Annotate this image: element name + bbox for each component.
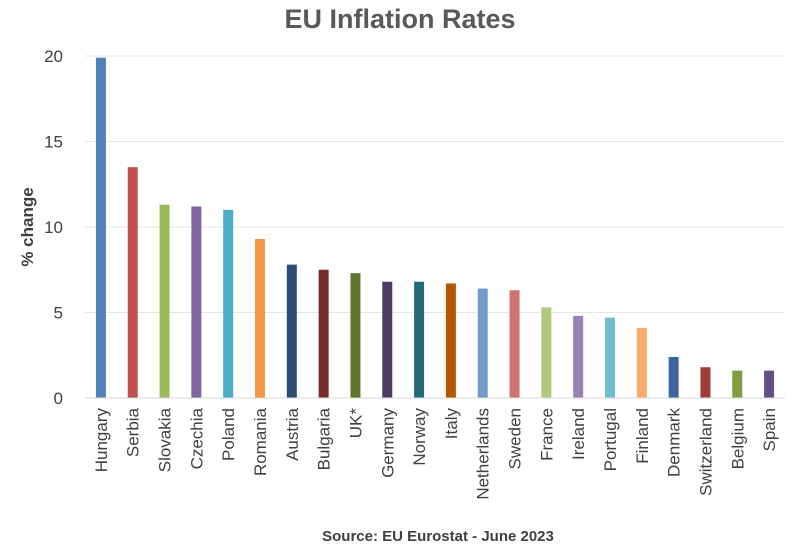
bar-slovakia bbox=[159, 204, 170, 398]
x-tick-label: Norway bbox=[410, 408, 429, 466]
bar-spain bbox=[764, 370, 775, 398]
bar-belgium bbox=[732, 370, 743, 398]
y-tick-label: 5 bbox=[54, 304, 63, 323]
bar-norway bbox=[414, 281, 425, 398]
x-tick-label: Czechia bbox=[187, 407, 206, 469]
bar-germany bbox=[382, 281, 393, 398]
bar-finland bbox=[636, 327, 647, 398]
gridlines bbox=[85, 55, 785, 313]
y-tick-label: 10 bbox=[44, 218, 63, 237]
bar-switzerland bbox=[700, 367, 711, 398]
x-tick-label: Switzerland bbox=[696, 408, 715, 496]
x-tick-label: Belgium bbox=[728, 408, 747, 469]
bar-ireland bbox=[573, 315, 584, 398]
y-tick-label: 0 bbox=[54, 389, 63, 408]
y-tick-label: 15 bbox=[44, 133, 63, 152]
x-tick-label: Romania bbox=[251, 407, 270, 476]
x-tick-label: Spain bbox=[760, 408, 779, 451]
bar-hungary bbox=[95, 57, 106, 399]
bar-austria bbox=[286, 264, 297, 398]
x-tick-label: Serbia bbox=[124, 407, 143, 457]
y-tick-label: 20 bbox=[44, 47, 63, 66]
x-tick-label: Ireland bbox=[569, 408, 588, 460]
x-tick-label: Italy bbox=[442, 408, 461, 440]
chart-title: EU Inflation Rates bbox=[284, 4, 515, 34]
x-tick-label: UK* bbox=[346, 408, 365, 439]
x-tick-label: Bulgaria bbox=[315, 407, 334, 470]
x-tick-label: Sweden bbox=[506, 408, 525, 469]
bar-bulgaria bbox=[318, 269, 329, 398]
bar-uk bbox=[350, 273, 361, 398]
y-axis-ticks: 0 5 10 15 20 bbox=[44, 47, 63, 408]
x-tick-label: Slovakia bbox=[156, 407, 175, 472]
bars bbox=[95, 57, 775, 399]
bar-poland bbox=[223, 209, 234, 398]
bar-netherlands bbox=[477, 288, 488, 398]
x-tick-label: France bbox=[537, 408, 556, 461]
bar-portugal bbox=[605, 317, 615, 398]
bar-denmark bbox=[668, 356, 679, 398]
x-tick-label: Portugal bbox=[601, 408, 620, 471]
bar-serbia bbox=[127, 167, 138, 398]
x-tick-label: Netherlands bbox=[474, 408, 493, 500]
bar-czechia bbox=[191, 206, 202, 398]
x-tick-label: Germany bbox=[378, 408, 397, 478]
bar-sweden bbox=[509, 290, 520, 398]
x-tick-label: Finland bbox=[633, 408, 652, 464]
category-labels: Hungary Serbia Slovakia Czechia Poland Romani… bbox=[92, 407, 779, 499]
x-tick-label: Austria bbox=[283, 407, 302, 460]
x-tick-label: Hungary bbox=[92, 408, 111, 473]
bar-italy bbox=[445, 283, 456, 398]
y-axis-label: % change bbox=[18, 187, 37, 266]
x-tick-label: Poland bbox=[219, 408, 238, 461]
x-tick-label: Denmark bbox=[665, 408, 684, 477]
bar-romania bbox=[255, 238, 265, 398]
bar-france bbox=[541, 307, 552, 398]
x-axis-label: Source: EU Eurostat - June 2023 bbox=[322, 528, 554, 545]
